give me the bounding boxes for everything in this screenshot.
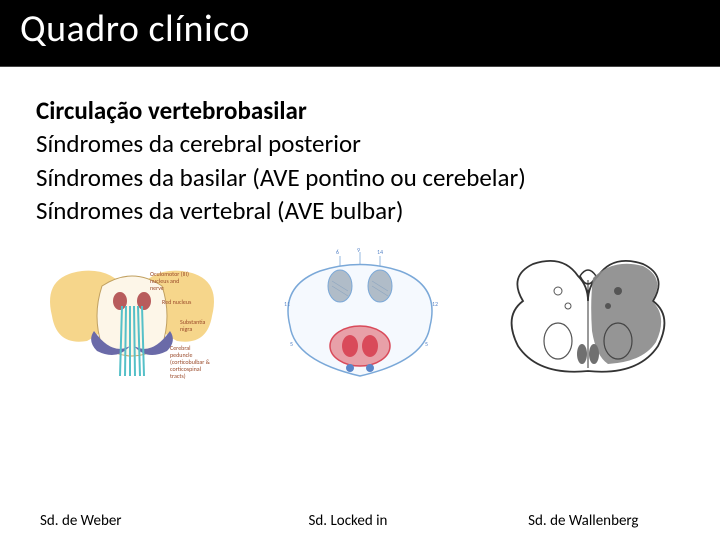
svg-text:14: 14 — [377, 248, 383, 256]
slide-title: Quadro clínico — [20, 6, 700, 52]
svg-text:5: 5 — [425, 340, 428, 348]
bullet-line: Síndromes da basilar (AVE pontino ou cer… — [36, 162, 684, 193]
figure-caption: Sd. de Wallenberg — [451, 512, 686, 530]
svg-text:nigra: nigra — [180, 325, 192, 333]
figures-row: Oculomotor (III) nucleus and nerve Red n… — [0, 228, 720, 386]
figure-weber: Oculomotor (III) nucleus and nerve Red n… — [30, 246, 234, 386]
svg-text:tracts): tracts) — [170, 372, 186, 380]
midbrain-diagram-icon: Oculomotor (III) nucleus and nerve Red n… — [32, 246, 232, 386]
figure-locked-in: 6 9 14 11 12 5 5 — [258, 246, 462, 386]
svg-text:11: 11 — [284, 300, 290, 308]
pons-diagram-icon: 6 9 14 11 12 5 5 — [260, 246, 460, 386]
captions-row: Sd. de Weber Sd. Locked in Sd. de Wallen… — [0, 512, 720, 530]
bullet-line: Síndromes da cerebral posterior — [36, 128, 684, 159]
content-subtitle: Circulação vertebrobasilar — [36, 95, 684, 126]
figure-wallenberg — [486, 246, 690, 386]
svg-text:6: 6 — [336, 248, 339, 256]
svg-text:5: 5 — [290, 340, 293, 348]
content-area: Circulação vertebrobasilar Síndromes da … — [0, 67, 720, 226]
figure-caption: Sd. Locked in — [245, 512, 450, 530]
bullet-line: Síndromes da vertebral (AVE bulbar) — [36, 195, 684, 226]
svg-text:nerve: nerve — [150, 284, 164, 292]
svg-text:Red nucleus: Red nucleus — [162, 298, 192, 306]
title-band: Quadro clínico — [0, 0, 720, 67]
svg-text:12: 12 — [432, 300, 438, 308]
medulla-diagram-icon — [488, 246, 688, 386]
figure-caption: Sd. de Weber — [40, 512, 245, 530]
svg-text:9: 9 — [357, 246, 360, 254]
